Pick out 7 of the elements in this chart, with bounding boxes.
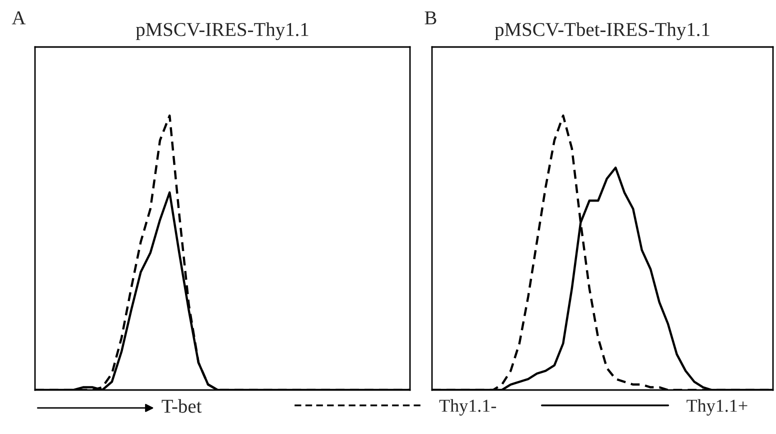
text: A	[12, 11, 26, 24]
chart-title: pMSCV-IRES-Thy1.1	[136, 22, 308, 40]
text: B	[424, 11, 436, 24]
x-axis-title: T-bet	[162, 399, 202, 413]
chart-title: pMSCV-Tbet-IRES-Thy1.1	[494, 22, 710, 40]
text: Thy1.1+	[686, 399, 748, 416]
series-label: Thy1.1-	[439, 399, 496, 416]
